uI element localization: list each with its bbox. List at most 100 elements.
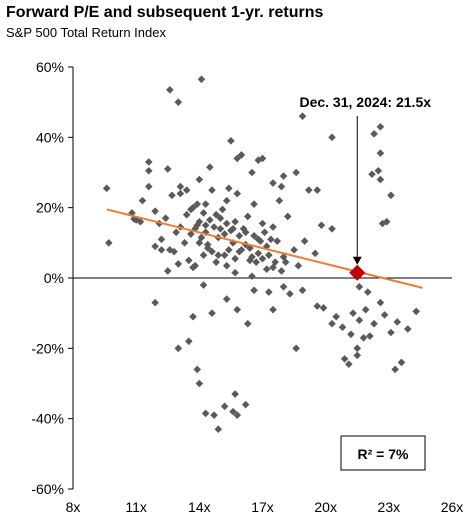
scatter-point (311, 249, 319, 258)
scatter-point (185, 337, 193, 346)
scatter-point (229, 224, 237, 233)
scatter-point (195, 239, 204, 247)
scatter-point (197, 75, 206, 84)
scatter-point (151, 242, 159, 251)
scatter-point (233, 305, 242, 314)
scatter-point (174, 98, 183, 106)
scatter-point (225, 246, 233, 254)
scatter-point (206, 163, 214, 172)
scatter-point (231, 217, 239, 226)
scatter-point (349, 309, 357, 317)
scatter-point (269, 263, 277, 272)
scatter-point (248, 253, 256, 261)
scatter-point (254, 249, 263, 258)
scatter-point (222, 219, 231, 228)
scatter-point (212, 258, 220, 266)
scatter-point (229, 407, 237, 416)
scatter-point (347, 330, 355, 339)
scatter-point (376, 298, 385, 307)
y-tick-label: 60% (36, 59, 64, 75)
scatter-point (163, 267, 172, 275)
scatter-point (195, 217, 204, 226)
scatter-point (233, 411, 242, 419)
scatter-point (233, 154, 242, 163)
scatter-point (222, 196, 231, 205)
scatter-point (174, 260, 183, 268)
scatter-point (189, 263, 197, 272)
scatter-point (243, 319, 252, 328)
scatter-point (361, 305, 370, 314)
scatter-point (370, 130, 378, 138)
scatter-point (292, 168, 300, 177)
scatter-point (218, 205, 227, 214)
scatter-point (258, 219, 267, 228)
y-tick-label: 20% (36, 200, 64, 216)
scatter-point (332, 312, 340, 321)
x-tick-label: 11x (125, 499, 147, 515)
scatter-point (294, 261, 303, 270)
scatter-point (136, 217, 145, 226)
scatter-point (151, 298, 159, 307)
scatter-point (363, 288, 372, 296)
scatter-point (391, 365, 399, 374)
scatter-point (199, 281, 208, 289)
scatter-point (220, 251, 229, 259)
scatter-point (412, 307, 421, 316)
scatter-point (220, 402, 229, 411)
scatter-point (241, 228, 250, 237)
scatter-point (216, 224, 225, 233)
scatter-point (269, 179, 277, 187)
scatter-point (275, 196, 284, 205)
scatter-point (355, 316, 364, 324)
scatter-point (227, 137, 235, 145)
scatter-point (189, 312, 197, 321)
scatter-point (163, 165, 172, 173)
scatter-point (128, 209, 136, 217)
scatter-point (193, 200, 202, 208)
scatter-point (374, 166, 383, 175)
scatter-point (138, 196, 147, 205)
scatter-point (376, 122, 385, 131)
scatter-point (359, 333, 368, 342)
scatter-point (214, 425, 223, 434)
y-tick-label: 40% (36, 129, 64, 145)
trend-line (106, 208, 423, 289)
scatter-point (254, 235, 263, 244)
scatter-point (262, 242, 271, 251)
scatter-point (216, 214, 225, 223)
scatter-point (387, 191, 395, 200)
scatter-point (286, 290, 294, 298)
scatter-point (258, 254, 267, 263)
scatter-point (271, 258, 279, 266)
scatter-point (397, 358, 406, 367)
scatter-point (222, 295, 231, 303)
scatter-point (237, 246, 246, 254)
y-tick-label: -40% (31, 411, 64, 427)
scatter-point (254, 156, 263, 164)
scatter-point (176, 182, 185, 191)
scatter-point (376, 149, 385, 157)
scatter-point (235, 232, 244, 240)
scatter-point (340, 355, 349, 363)
scatter-point (182, 210, 191, 219)
scatter-point (206, 216, 214, 224)
scatter-point (189, 203, 197, 212)
scatter-point (283, 212, 292, 221)
x-tick-label: 8x (66, 499, 81, 515)
scatter-point (199, 251, 208, 259)
scatter-point (353, 351, 362, 360)
scatter-point (145, 158, 153, 166)
scatter-point (174, 344, 183, 353)
scatter-point (328, 224, 336, 233)
scatter-point (382, 217, 391, 226)
scatter-point (145, 182, 153, 191)
scatter-point (290, 246, 298, 254)
scatter-point (231, 390, 239, 398)
scatter-point (214, 251, 223, 259)
scatter-point (210, 223, 218, 231)
scatter-point (243, 212, 252, 221)
scatter-point (185, 256, 193, 265)
scatter-point (256, 237, 265, 245)
scatter-point (182, 186, 191, 194)
